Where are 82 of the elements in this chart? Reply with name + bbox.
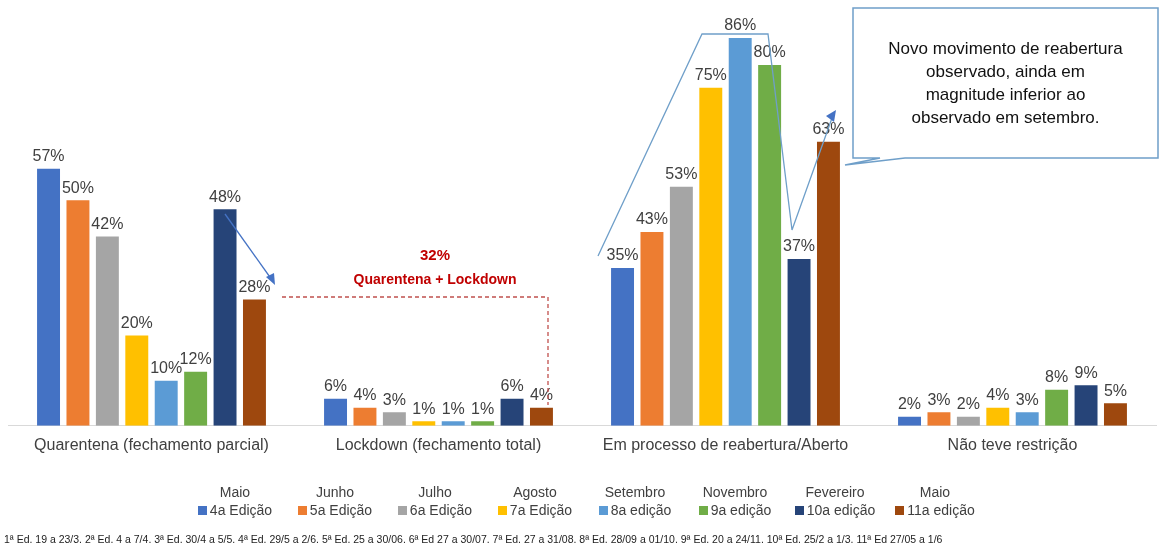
text: Novembro	[701, 483, 769, 501]
bar	[500, 398, 524, 426]
bar	[382, 412, 406, 426]
data-label: 3%	[1015, 390, 1039, 408]
data-label: 53%	[665, 165, 698, 183]
data-label: 3%	[927, 390, 951, 408]
data-label: 3%	[382, 390, 406, 408]
text: Fevereiro	[804, 483, 866, 501]
legend-label: 9a edição	[710, 502, 772, 518]
bar	[1015, 412, 1039, 426]
data-label: 4%	[529, 386, 554, 404]
bar	[37, 168, 61, 426]
data-label: 4%	[353, 386, 377, 404]
bar	[611, 267, 635, 426]
bar	[242, 299, 266, 426]
text: Maio	[918, 483, 952, 501]
data-label: 2%	[897, 395, 922, 413]
data-label: 35%	[606, 246, 639, 264]
data-label: 1%	[412, 399, 436, 417]
legend-label: 6a Edição	[409, 502, 473, 518]
bar	[728, 38, 752, 426]
bar	[1045, 389, 1069, 426]
legend-label: 5a Edição	[309, 502, 373, 518]
text: Agosto	[512, 483, 558, 501]
bar	[758, 65, 782, 426]
data-label: 6%	[500, 377, 524, 395]
annotation: Novo movimento de reabertura observado, ainda em magnitude inferior ao observado em setembro.	[887, 38, 1124, 129]
x-tick-label: Em processo de reabertura/Aberto	[602, 435, 849, 453]
bar	[95, 236, 119, 426]
data-label: 75%	[694, 66, 727, 84]
legend-label: 7a Edição	[509, 502, 573, 518]
data-label: 4%	[986, 386, 1010, 404]
text: Maio	[218, 483, 252, 501]
data-label: 42%	[91, 214, 124, 232]
data-label: 20%	[120, 314, 153, 332]
legend-label: 8a edição	[610, 502, 672, 518]
bar	[816, 141, 840, 426]
bar	[213, 209, 237, 426]
data-label: 57%	[32, 147, 65, 165]
data-label: 48%	[209, 187, 242, 205]
bar	[640, 231, 664, 426]
text: Junho	[314, 483, 356, 501]
data-label: 1%	[441, 399, 465, 417]
data-label: 2%	[956, 395, 980, 413]
bar	[986, 407, 1010, 426]
data-label: 80%	[753, 43, 786, 61]
data-label: 43%	[635, 210, 668, 228]
bar	[184, 371, 208, 426]
x-tick-label: Lockdown (fechamento total)	[335, 435, 542, 453]
bar	[125, 335, 149, 426]
data-label: 86%	[724, 16, 757, 34]
bar	[927, 412, 951, 426]
text: Setembro	[603, 483, 667, 501]
data-label: 37%	[783, 237, 816, 255]
bar	[669, 186, 693, 426]
bar	[353, 407, 377, 426]
text: 1ª Ed. 19 a 23/3. 2ª Ed. 4 a 7/4. 3ª Ed. 30/4 a 5/5. 4ª Ed. 29/5 a 2/6. 5ª Ed. 25 a 30/06. 6ª Ed 27 a 30/07. 7ª Ed. 27 a 31/08. 8ª Ed. 28/09 a 01/10. 9ª Ed. 20 a 24/11. 10ª Ed. 25/2 a 1/3. 11ª Ed 27/05 a 1/6	[4, 533, 943, 545]
data-label: 10%	[150, 359, 183, 377]
data-label: 9%	[1074, 363, 1098, 381]
legend-label: 10a edição	[806, 502, 876, 518]
data-label: 50%	[61, 178, 94, 196]
bar	[66, 200, 90, 426]
annotation: Quarentena + Lockdown	[352, 271, 518, 287]
x-tick-label: Quarentena (fechamento parcial)	[34, 435, 269, 453]
annotation: 32%	[419, 246, 451, 263]
data-label: 8%	[1045, 368, 1069, 386]
bar	[529, 407, 553, 426]
legend-label: 11a edição	[907, 502, 975, 518]
data-label: 6%	[323, 377, 348, 395]
data-label: 28%	[238, 277, 271, 295]
data-label: 5%	[1103, 381, 1128, 399]
bar	[324, 398, 348, 426]
bar	[154, 380, 178, 426]
text: Julho	[417, 483, 453, 501]
bar	[1103, 403, 1127, 426]
bar	[1074, 385, 1098, 426]
bar	[787, 258, 811, 426]
legend-label: 4a Edição	[209, 502, 273, 518]
x-tick-label: Não teve restrição	[947, 435, 1078, 453]
bar	[699, 87, 723, 426]
data-label: 63%	[812, 120, 845, 138]
data-label: 1%	[471, 399, 495, 417]
